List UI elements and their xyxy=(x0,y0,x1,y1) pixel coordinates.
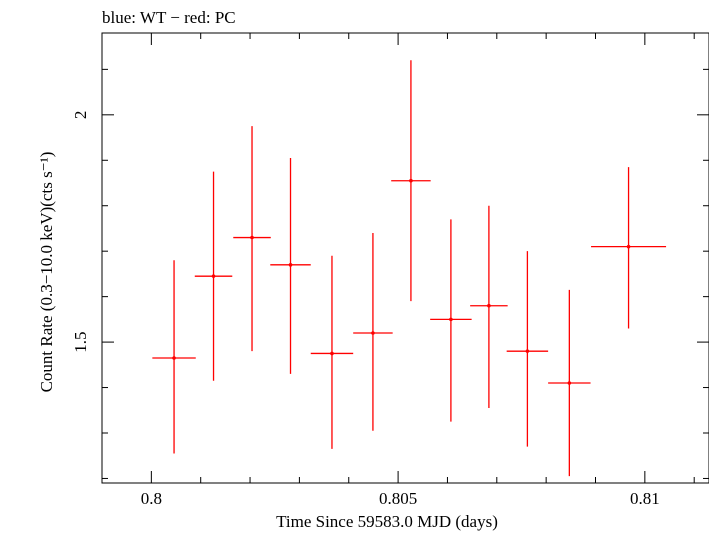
data-marker xyxy=(330,351,334,356)
x-axis-label: Time Since 59583.0 MJD (days) xyxy=(276,512,498,531)
data-marker xyxy=(288,263,293,267)
data-points xyxy=(152,60,667,477)
data-marker xyxy=(371,331,375,335)
data-point xyxy=(270,158,311,374)
y-axis-label: Count Rate (0.3−10.0 keV)(cts s⁻¹) xyxy=(37,152,56,393)
data-marker xyxy=(250,235,254,240)
data-point xyxy=(194,171,233,381)
x-tick-label: 0.8 xyxy=(141,489,162,508)
y-tick-label: 1.5 xyxy=(71,331,90,352)
data-point xyxy=(548,289,591,477)
data-point xyxy=(152,260,196,454)
data-marker xyxy=(525,349,530,353)
x-tick-label: 0.805 xyxy=(379,489,417,508)
data-point xyxy=(506,251,549,447)
chart-title: blue: WT − red: PC xyxy=(102,8,236,27)
x-tick-label: 0.81 xyxy=(630,489,660,508)
data-point xyxy=(391,60,431,302)
data-point xyxy=(591,167,667,329)
data-marker xyxy=(409,178,413,183)
data-point xyxy=(430,219,472,422)
data-marker xyxy=(487,303,491,308)
axis-ticks xyxy=(101,33,709,483)
data-point xyxy=(353,233,393,431)
data-point xyxy=(310,255,354,449)
data-marker xyxy=(626,244,631,249)
data-point xyxy=(470,205,508,408)
data-marker xyxy=(172,356,176,360)
data-marker xyxy=(567,381,572,385)
data-marker xyxy=(449,317,453,322)
axis-tick-labels: 0.8 0.805 0.81 1.5 2 xyxy=(71,111,660,508)
data-marker xyxy=(211,274,216,278)
plot-frame xyxy=(101,32,709,484)
y-tick-label: 2 xyxy=(71,111,90,120)
data-point xyxy=(233,126,271,352)
